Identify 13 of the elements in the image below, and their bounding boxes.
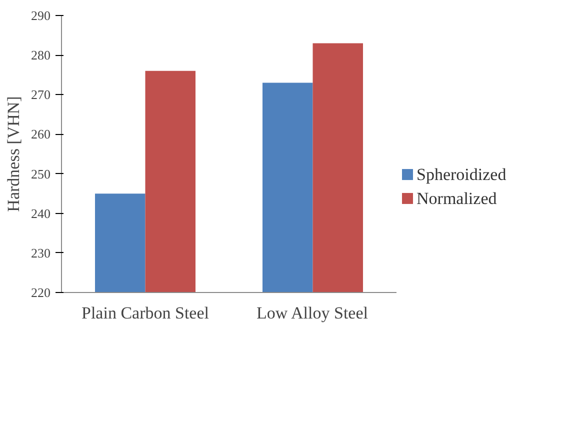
- y-tick-label: 280: [31, 48, 50, 63]
- y-tick-label: 240: [31, 206, 50, 221]
- x-tick-label: Low Alloy Steel: [256, 304, 368, 322]
- y-tick-label: 270: [31, 87, 50, 102]
- y-axis-title: Hardness [VHN]: [4, 96, 23, 212]
- x-tick-label: Plain Carbon Steel: [82, 304, 210, 322]
- y-tick-label: 230: [31, 245, 50, 260]
- legend-label: Normalized: [416, 188, 498, 208]
- y-tick-label: 220: [31, 285, 50, 300]
- y-tick-label: 260: [31, 126, 50, 142]
- y-tick-label: 290: [31, 8, 50, 23]
- legend-label: Spheroidized: [416, 165, 507, 184]
- y-tick-label: 250: [31, 166, 50, 182]
